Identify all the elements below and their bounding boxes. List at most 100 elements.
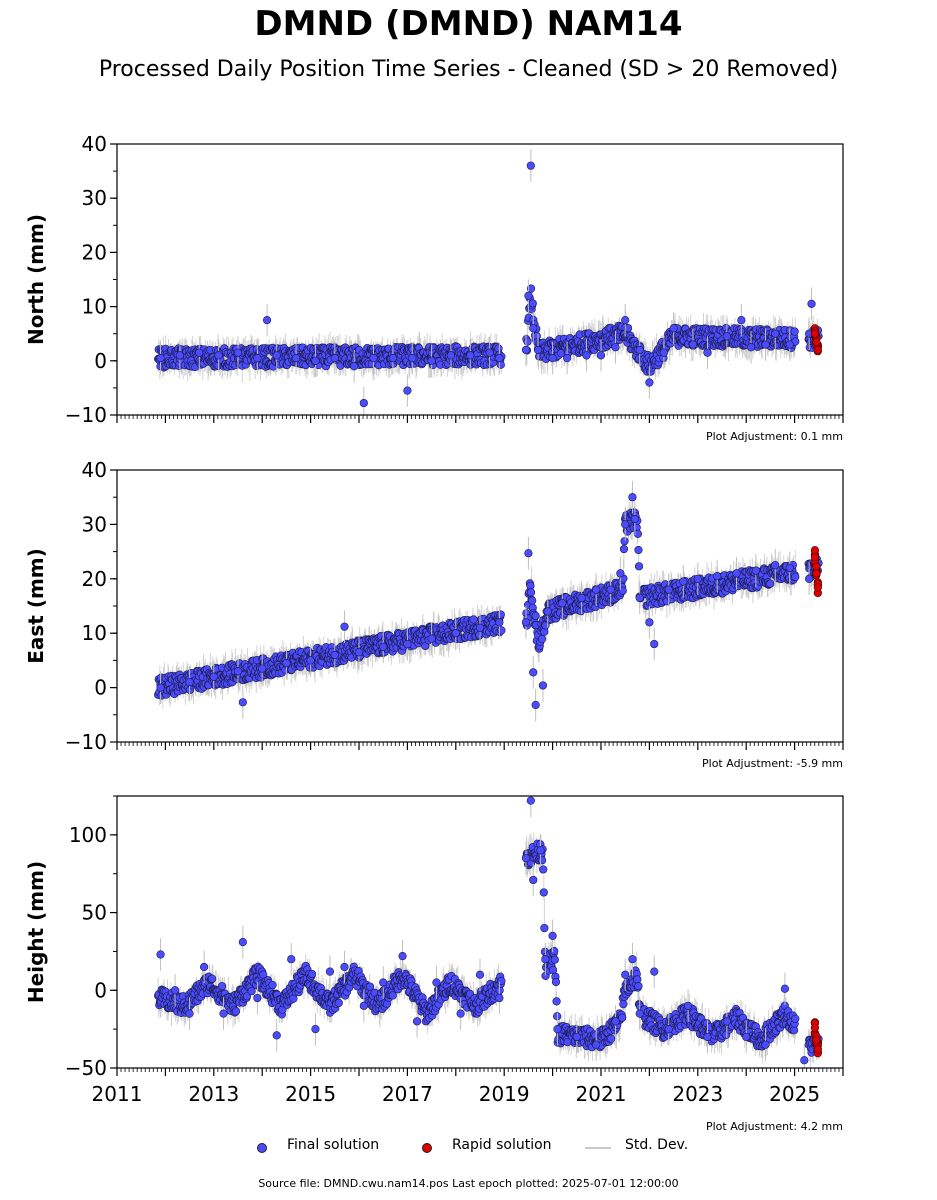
- final-solution-point: [800, 1056, 809, 1065]
- panel-3-cloud: [154, 832, 823, 1067]
- final-solution-point: [354, 648, 364, 657]
- chart-title: DMND (DMND) NAM14: [254, 4, 683, 44]
- final-solution-point: [664, 585, 673, 594]
- rapid-solution-point: [812, 569, 821, 578]
- final-solution-point: [238, 938, 247, 947]
- final-solution-point: [722, 332, 731, 341]
- final-solution-point: [475, 623, 485, 632]
- legend-final-label: Final solution: [287, 1137, 380, 1153]
- final-solution-point: [214, 351, 223, 360]
- x-tick-label: 2021: [576, 1082, 627, 1106]
- final-solution-point: [650, 639, 659, 649]
- final-solution-point: [558, 599, 567, 608]
- final-solution-point: [485, 348, 494, 357]
- x-tick-label: 2017: [382, 1082, 433, 1106]
- y-tick-label: 40: [82, 132, 107, 156]
- final-solution-point: [742, 1032, 751, 1042]
- final-solution-point: [253, 353, 262, 363]
- final-solution-point: [340, 962, 349, 972]
- final-solution-point: [621, 520, 630, 529]
- final-solution-point: [456, 1009, 465, 1018]
- final-solution-point: [771, 329, 780, 338]
- final-solution-point: [645, 618, 654, 627]
- final-solution-point: [521, 854, 531, 863]
- final-solution-point: [185, 678, 194, 687]
- y-axis-label: Height (mm): [24, 861, 48, 1003]
- final-solution-point: [408, 353, 417, 363]
- final-solution-point: [771, 561, 780, 570]
- y-tick-label: 50: [82, 901, 107, 925]
- final-solution-point: [287, 955, 296, 964]
- final-solution-point: [746, 343, 756, 352]
- x-tick-label: 2019: [479, 1082, 530, 1106]
- final-solution-point: [466, 351, 475, 360]
- final-solution-point: [611, 343, 620, 352]
- panel-2-cloud: [154, 499, 823, 709]
- final-solution-point: [628, 493, 637, 502]
- final-solution-point: [538, 681, 548, 690]
- y-tick-label: 20: [82, 567, 107, 591]
- final-solution-point: [330, 650, 339, 660]
- final-solution-point: [495, 353, 504, 363]
- panel-1-frame: [116, 143, 844, 416]
- final-solution-point: [398, 951, 407, 961]
- final-solution-point: [621, 970, 630, 979]
- final-solution-point: [524, 291, 533, 300]
- rapid-solution-point: [810, 1023, 820, 1032]
- final-solution-point: [582, 351, 591, 360]
- final-solution-point: [403, 639, 412, 649]
- chart-subtitle: Processed Daily Position Time Series - C…: [98, 57, 839, 82]
- y-tick-label: 10: [82, 295, 107, 319]
- final-solution-point: [761, 1040, 770, 1049]
- final-solution-point: [306, 656, 315, 665]
- final-solution-point: [659, 348, 669, 357]
- rapid-solution-cloud-point: [812, 562, 821, 571]
- final-solution-point: [258, 664, 267, 673]
- plot-adjustment-note: Plot Adjustment: 0.1 mm: [706, 430, 843, 443]
- final-solution-point: [526, 161, 535, 170]
- y-tick-label: −10: [65, 403, 107, 427]
- final-solution-point: [688, 340, 698, 349]
- final-solution-point: [737, 316, 746, 325]
- final-solution-point: [156, 950, 165, 959]
- y-tick-label: 30: [82, 512, 107, 536]
- final-solution-point: [521, 618, 531, 627]
- final-solution-point: [650, 967, 659, 976]
- rapid-solution-point: [813, 583, 822, 592]
- final-solution-point: [524, 549, 533, 558]
- final-solution-point: [628, 955, 637, 964]
- y-tick-label: 10: [82, 621, 107, 645]
- final-solution-point: [233, 348, 243, 357]
- final-solution-point: [495, 993, 504, 1003]
- final-solution-point: [200, 962, 209, 972]
- final-solution-point: [732, 569, 741, 578]
- final-solution-point: [548, 353, 557, 363]
- final-solution-point: [262, 316, 272, 325]
- final-solution-point: [432, 978, 441, 987]
- final-solution-point: [325, 967, 335, 976]
- final-solution-point: [577, 593, 586, 602]
- final-solution-point: [635, 593, 644, 602]
- final-solution-point: [563, 353, 572, 363]
- final-solution-point: [693, 574, 702, 583]
- final-solution-point: [272, 351, 281, 360]
- final-solution-point: [548, 931, 557, 940]
- final-solution-point: [531, 700, 540, 710]
- source-note: Source file: DMND.cwu.nam14.pos Last epo…: [258, 1177, 679, 1190]
- rapid-solution-point: [812, 1035, 821, 1045]
- final-solution-point: [412, 1017, 422, 1026]
- final-solution-point: [359, 1001, 368, 1010]
- rapid-solution-point: [813, 1045, 822, 1054]
- final-solution-point: [621, 316, 630, 325]
- x-tick-label: 2025: [769, 1082, 820, 1106]
- final-solution-point: [703, 348, 712, 357]
- final-solution-point: [521, 345, 531, 355]
- final-solution-point: [606, 585, 615, 594]
- final-solution-point: [238, 698, 247, 707]
- plot-adjustment-note: Plot Adjustment: 4.2 mm: [706, 1120, 843, 1133]
- final-solution-point: [156, 353, 165, 363]
- final-solution-point: [282, 659, 291, 668]
- final-solution-point: [761, 340, 770, 349]
- final-solution-point: [635, 345, 644, 355]
- final-solution-point: [379, 978, 388, 987]
